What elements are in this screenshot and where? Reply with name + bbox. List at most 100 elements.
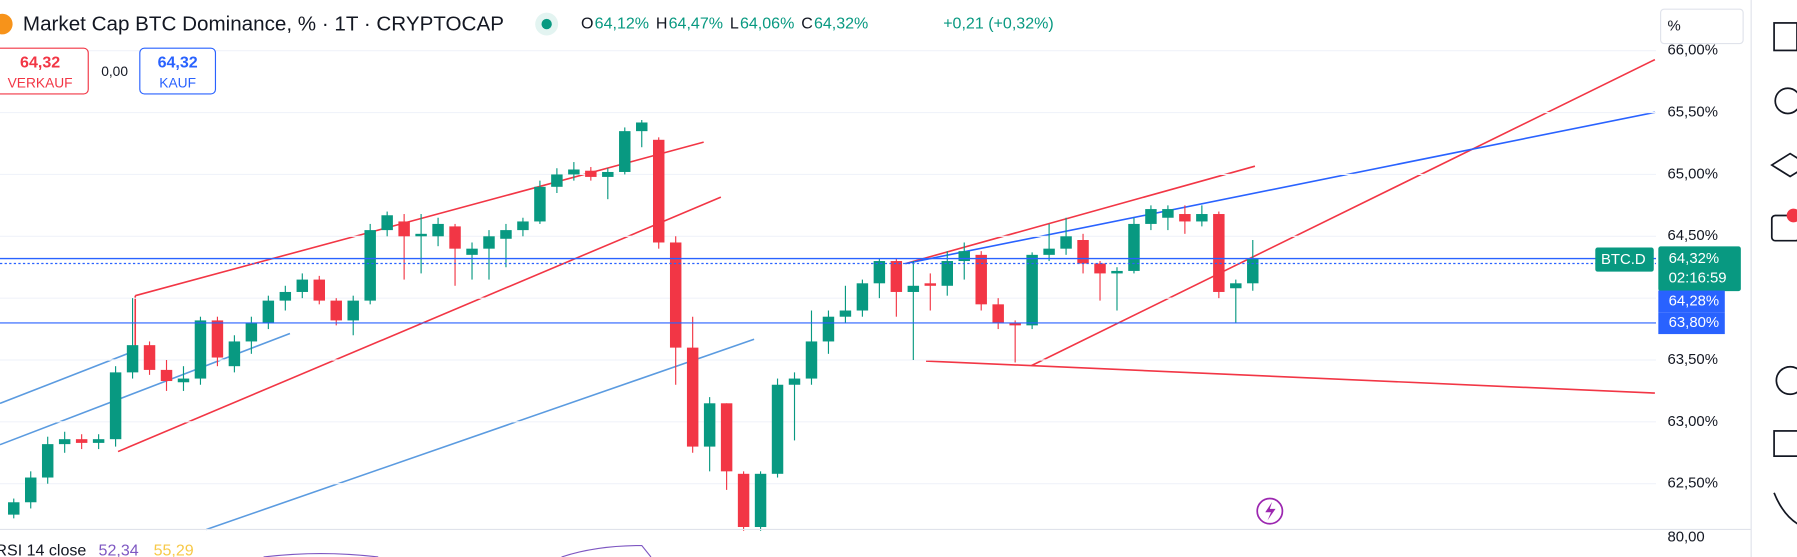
buy-price: 64,32 <box>158 53 198 71</box>
symbol-tag-bg <box>1595 247 1654 272</box>
candle-body <box>143 345 156 370</box>
price-axis-labels: 62,50%63,00%63,50%64,00%64,50%65,00%65,5… <box>1595 43 1741 492</box>
candle-body <box>720 403 733 472</box>
candle-body <box>432 223 444 237</box>
y-tick-label: 64,50% <box>1667 228 1717 244</box>
symbol-icon <box>0 13 13 35</box>
candle-body <box>754 473 767 528</box>
candle-body <box>924 283 937 286</box>
change: +0,21 (+0,32%) <box>943 14 1054 32</box>
trend-line <box>206 338 755 531</box>
target-icon[interactable] <box>1775 365 1797 396</box>
trend-line <box>925 360 1655 394</box>
calendar-icon[interactable] <box>1773 430 1797 457</box>
candle-body <box>568 169 580 175</box>
candle-body <box>92 439 105 443</box>
candle-body <box>1111 270 1123 274</box>
chart-title[interactable]: Market Cap BTC Dominance, % · 1T · CRYPT… <box>23 13 504 36</box>
trend-line <box>117 196 722 453</box>
candle-body <box>500 230 512 239</box>
candle-body <box>296 279 309 292</box>
candle-body <box>177 378 190 383</box>
candle-body <box>58 439 71 445</box>
candle-body <box>822 316 835 342</box>
candle-body <box>1026 254 1038 326</box>
ohlc-key: H <box>656 14 668 32</box>
candle-body <box>1213 214 1225 292</box>
watchlist-icon[interactable] <box>1773 22 1797 52</box>
chat-icon[interactable] <box>1770 214 1797 242</box>
candle-body <box>1247 258 1259 284</box>
candle-body <box>839 310 852 317</box>
ohlc-value: 64,32% <box>814 14 868 32</box>
candle-body <box>534 186 546 222</box>
candle-body <box>1162 209 1174 218</box>
price-tag-bg <box>1658 246 1741 292</box>
buy-label: KAUF <box>159 75 196 90</box>
candle-body <box>1077 240 1089 264</box>
y-tick-label: 62,50% <box>1667 476 1717 492</box>
candle-body <box>466 248 478 255</box>
sell-price: 64,32 <box>20 53 60 71</box>
trend-line <box>905 165 1256 265</box>
candle-body <box>1060 236 1072 249</box>
symbol-tag: BTC.D <box>1601 252 1646 268</box>
spread: 0,00 <box>101 64 128 79</box>
rsi-axis-label: 80,00 <box>1667 529 1704 545</box>
y-tick-label: 63,50% <box>1667 352 1717 368</box>
alert-icon[interactable] <box>1774 87 1797 115</box>
price-tag-bg <box>1658 312 1725 335</box>
trend-line <box>1031 58 1656 367</box>
layers-icon[interactable] <box>1770 152 1797 178</box>
candle-body <box>1009 322 1021 326</box>
trend-line <box>905 111 1656 265</box>
candle-body <box>228 341 241 367</box>
candle-body <box>75 439 88 443</box>
candle-body <box>585 170 597 177</box>
scale-box[interactable] <box>1660 8 1744 45</box>
candle-body <box>1179 214 1191 222</box>
rsi-value: 55,29 <box>154 541 194 557</box>
right-toolbar <box>1751 0 1797 557</box>
candle-body <box>24 477 37 503</box>
toolbar-icons <box>1770 22 1797 525</box>
candle-body <box>907 285 920 292</box>
candle-body <box>992 304 1004 323</box>
candle-body <box>619 131 631 172</box>
sell-button[interactable] <box>0 47 89 95</box>
candle-body <box>788 378 801 385</box>
candle-body <box>517 221 529 231</box>
candle-body <box>449 226 461 249</box>
event-icon[interactable] <box>1256 497 1284 525</box>
buy-button[interactable] <box>139 47 217 95</box>
candle-body <box>1128 223 1140 271</box>
candle-body <box>941 261 953 286</box>
price-tag: 64,32% <box>1669 251 1719 267</box>
candle-body <box>1043 248 1055 255</box>
y-tick-label: 65,50% <box>1667 105 1717 121</box>
candle-body <box>211 320 224 358</box>
candle-body <box>890 261 903 292</box>
candle-body <box>669 242 682 348</box>
candle-body <box>602 171 614 177</box>
price-tag-bg <box>1658 290 1725 313</box>
trend-line <box>135 141 704 297</box>
candle-body <box>1196 214 1208 222</box>
candle-body <box>636 122 648 132</box>
candle-body <box>1094 263 1106 274</box>
candle-body <box>737 473 750 528</box>
price-tag: 63,80% <box>1669 315 1719 331</box>
candle-body <box>381 215 393 231</box>
price-tag: 64,28% <box>1669 293 1719 309</box>
candle-body <box>109 372 122 440</box>
rsi-value: 52,34 <box>99 541 139 557</box>
candle-body <box>415 233 427 237</box>
candle-body <box>771 384 784 474</box>
candle-body <box>8 502 20 515</box>
status-dot[interactable] <box>541 18 552 30</box>
ohlc: O 64,12% H 64,47% L 64,06% C 64,32% <box>581 14 868 32</box>
ohlc-key: L <box>730 14 739 32</box>
candle-body <box>41 444 54 478</box>
countdown: 02:16:59 <box>1669 270 1727 286</box>
